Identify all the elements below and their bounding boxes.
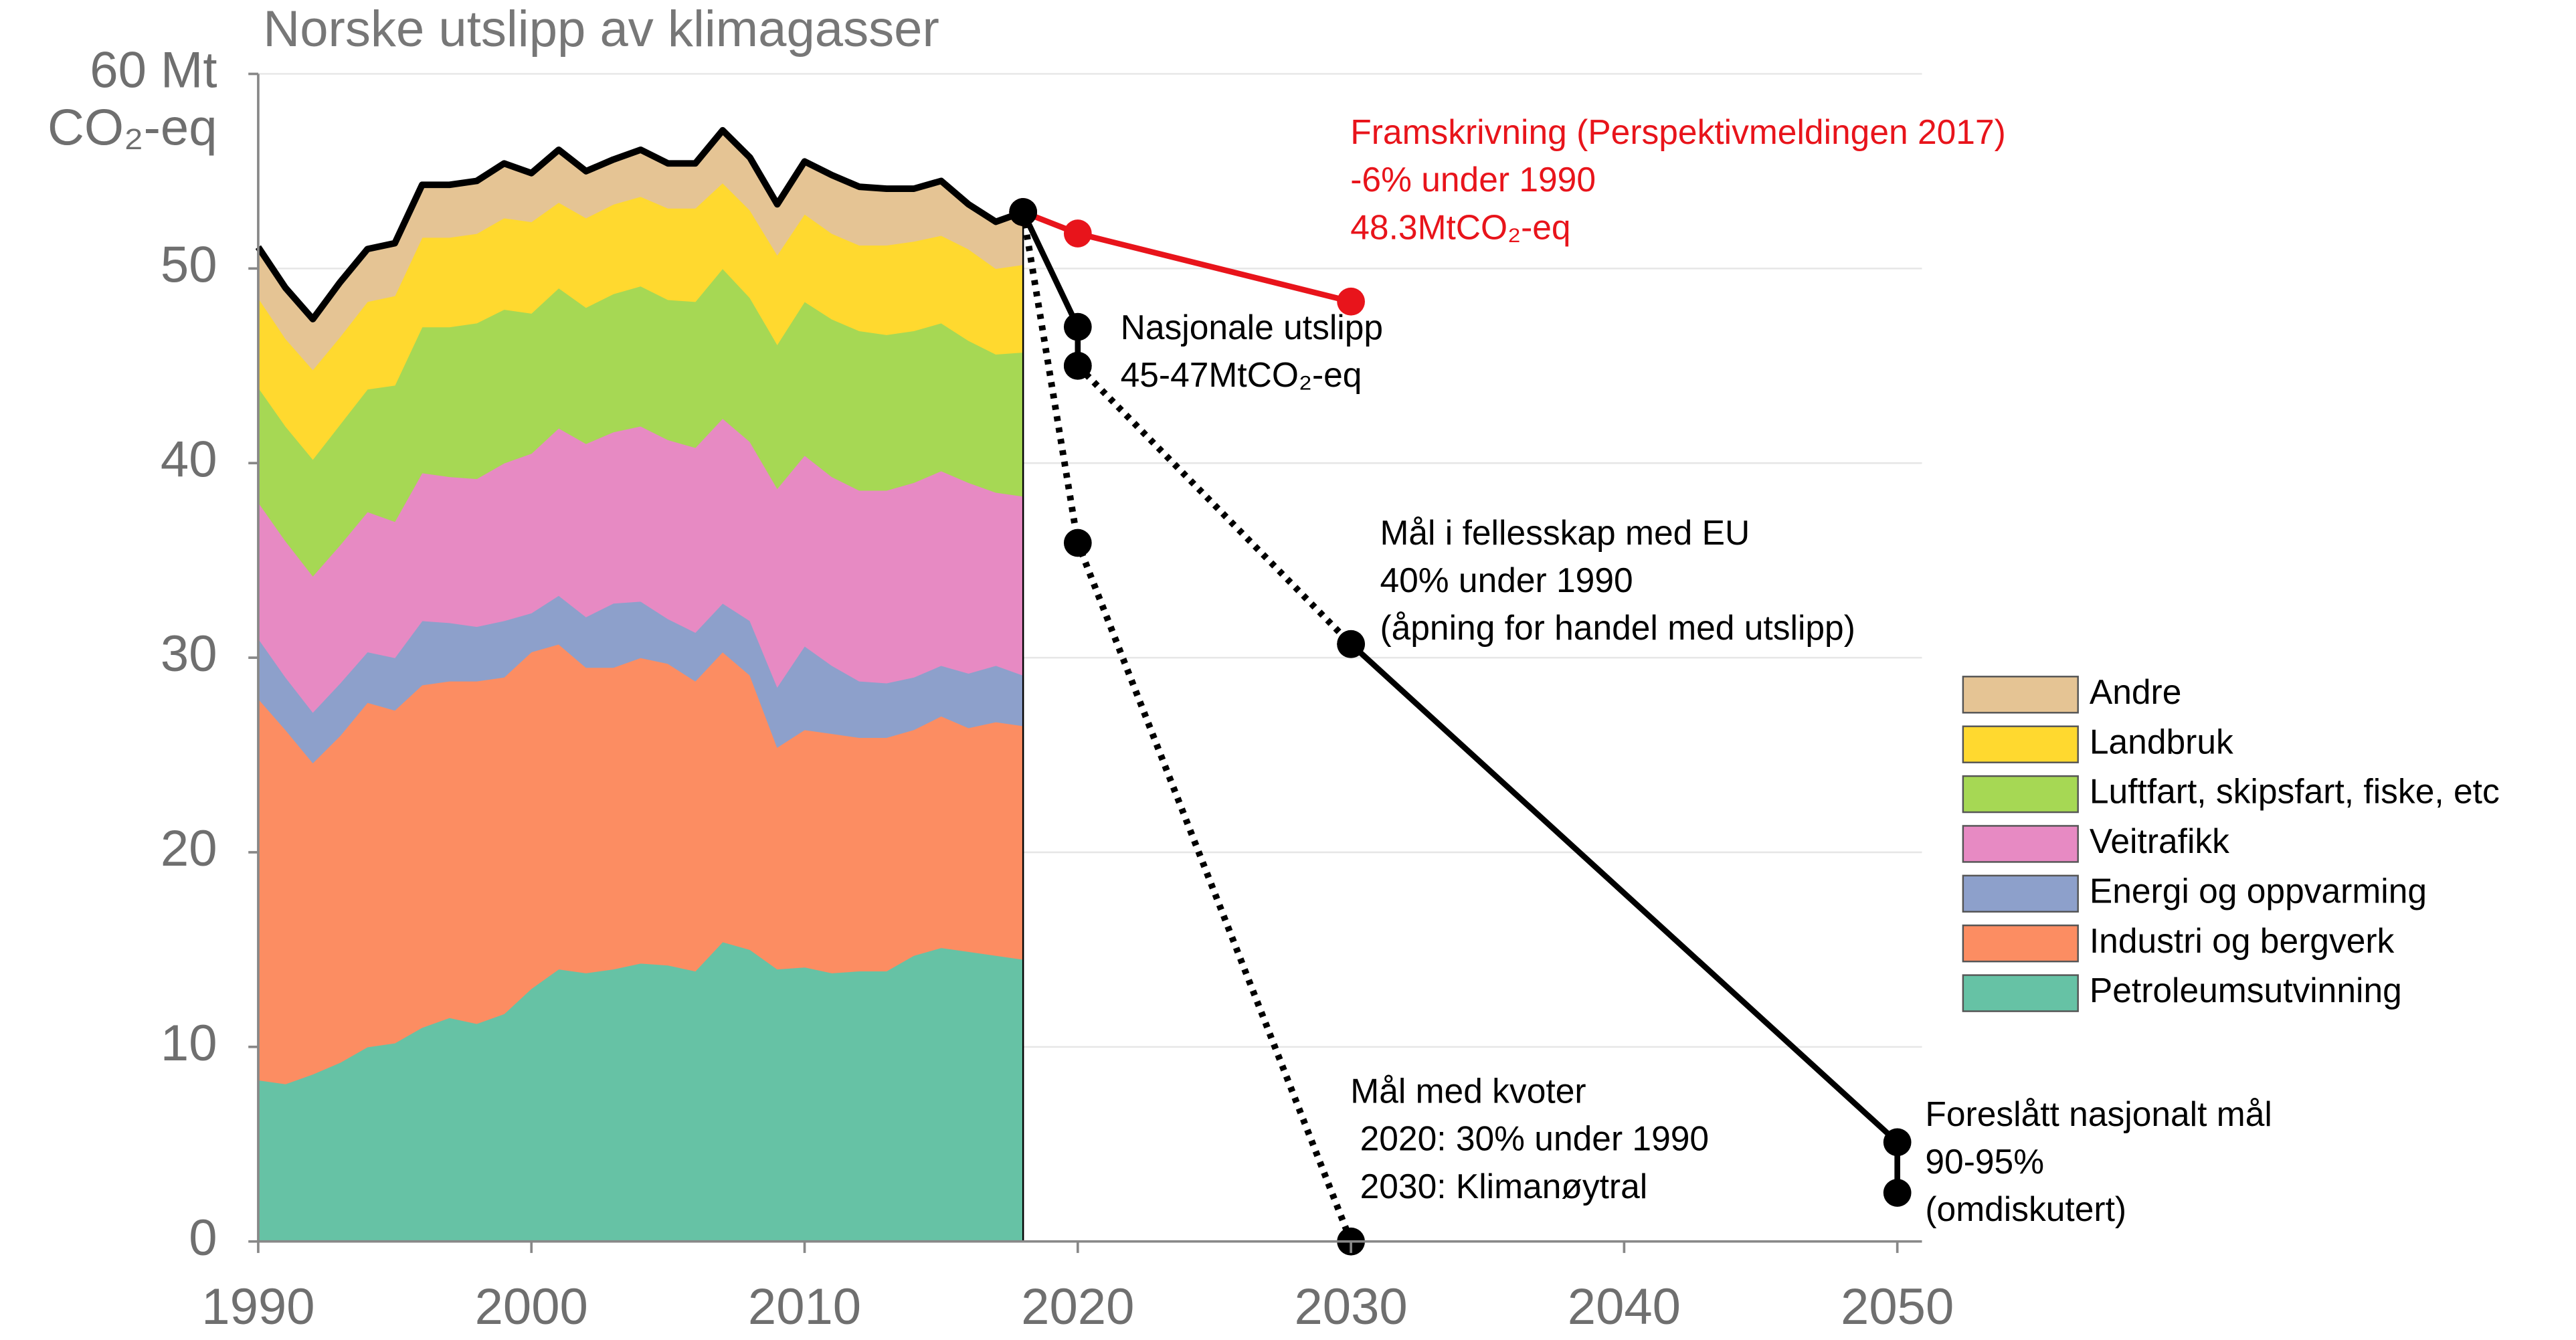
annotation: 90-95% [1925,1142,2044,1181]
annotation: (omdiskutert) [1925,1189,2126,1228]
annotation: 2030: Klimanøytral [1350,1167,1647,1206]
annotation: 48.3MtCO₂-eq [1350,207,1570,246]
y-tick-label: 30 [161,626,217,682]
legend-swatch [1962,924,2079,963]
total-outline [255,126,1024,322]
annotation: (åpning for handel med utslipp) [1380,608,1855,647]
legend-swatch [1962,725,2079,763]
y-axis-label: CO₂-eq [48,99,217,156]
annotation: Mål med kvoter [1350,1071,1586,1110]
projection-point [1063,529,1092,557]
projection-point [1063,219,1092,248]
projection-point [1883,1179,1912,1207]
projection-line [1349,642,1900,1193]
projection-point [1063,312,1092,341]
y-tick-label: 60 Mt [90,42,217,99]
projection-point [1063,351,1092,380]
projection-line [1075,363,1354,647]
projection-point [1009,198,1038,226]
x-tick-label: 2010 [748,1278,861,1335]
annotation: 2020: 30% under 1990 [1350,1119,1709,1158]
x-tick-label: 1990 [201,1278,314,1335]
legend-swatch [1962,775,2079,813]
x-tick-label: 2040 [1568,1278,1681,1335]
legend-label: Andre [2090,672,2182,711]
projection-point [1337,630,1365,658]
legend-label: Veitrafikk [2090,822,2229,860]
legend-label: Industri og bergverk [2090,921,2395,960]
legend-swatch [1962,676,2079,714]
annotation: 45-47MtCO₂-eq [1121,355,1362,394]
projection-point [1337,287,1365,316]
annotation: Nasjonale utslipp [1121,308,1383,347]
annotation: Framskrivning (Perspektivmeldingen 2017) [1350,112,2006,151]
legend-swatch [1962,974,2079,1012]
legend-label: Landbruk [2090,722,2233,761]
legend-label: Energi og oppvarming [2090,871,2427,910]
x-tick-label: 2050 [1841,1278,1954,1335]
legend-swatch [1962,874,2079,913]
annotation: -6% under 1990 [1350,160,1596,199]
y-tick-label: 40 [161,431,217,488]
annotation: Mål i fellesskap med EU [1380,513,1750,552]
x-tick-label: 2020 [1021,1278,1134,1335]
annotation: 40% under 1990 [1380,561,1633,599]
chart-title: Norske utslipp av klimagasser [263,1,939,58]
annotation: Foreslått nasjonalt mål [1925,1094,2272,1133]
x-tick-label: 2030 [1294,1278,1407,1335]
y-tick-label: 0 [189,1210,217,1266]
y-tick-label: 50 [161,236,217,293]
legend-label: Petroleumsutvinning [2090,971,2402,1010]
projection-point [1883,1128,1912,1157]
legend-swatch [1962,825,2079,863]
y-tick-label: 20 [161,820,217,877]
y-tick-label: 10 [161,1015,217,1072]
x-tick-label: 2000 [475,1278,588,1335]
legend-label: Luftfart, skipsfart, fiske, etc [2090,772,2500,811]
